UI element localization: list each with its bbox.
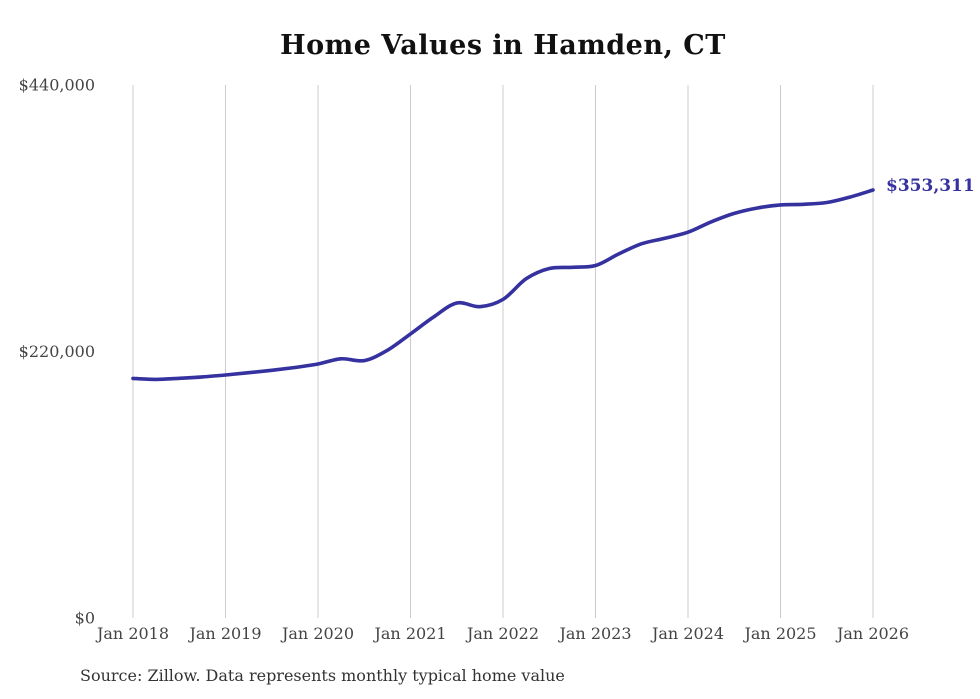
x-axis-tick-label: Jan 2023: [557, 624, 631, 643]
end-value-label: $353,311: [886, 176, 975, 196]
x-axis-tick-label: Jan 2025: [742, 624, 816, 643]
y-axis-tick-label: $0: [75, 609, 95, 628]
x-axis-tick-label: Jan 2026: [835, 624, 909, 643]
x-axis-tick-label: Jan 2019: [187, 624, 261, 643]
x-axis-tick-label: Jan 2021: [372, 624, 446, 643]
x-axis-tick-label: Jan 2022: [465, 624, 539, 643]
source-note: Source: Zillow. Data represents monthly …: [80, 666, 565, 685]
y-axis-tick-label: $440,000: [19, 76, 95, 95]
y-axis-tick-label: $220,000: [19, 342, 95, 361]
chart-title: Home Values in Hamden, CT: [280, 30, 726, 61]
x-axis-tick-label: Jan 2024: [650, 624, 724, 643]
x-axis-tick-label: Jan 2020: [280, 624, 354, 643]
home-value-line: [131, 188, 875, 382]
x-axis-tick-label: Jan 2018: [95, 624, 169, 643]
